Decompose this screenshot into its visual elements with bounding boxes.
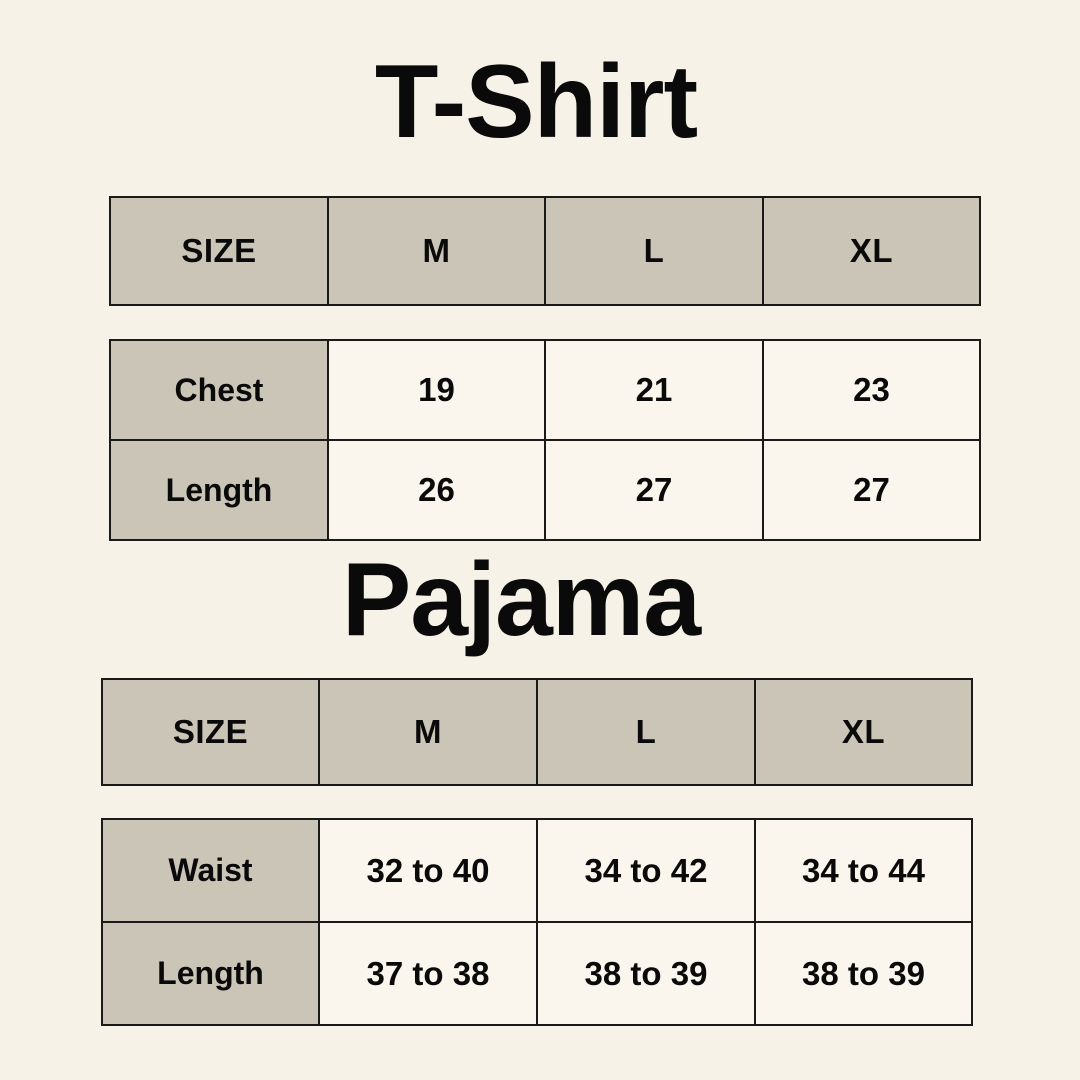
tshirt-row-label-length: Length <box>109 439 329 541</box>
tshirt-chest-m: 19 <box>327 339 546 441</box>
tshirt-header-table: SIZE M L XL <box>109 196 981 306</box>
pajama-row-label-length: Length <box>101 921 320 1026</box>
pajama-header-table: SIZE M L XL <box>101 678 973 786</box>
pajama-data-table: Waist 32 to 40 34 to 42 34 to 44 Length … <box>101 818 973 1026</box>
pajama-length-m: 37 to 38 <box>318 921 538 1026</box>
tshirt-chest-xl: 23 <box>762 339 981 441</box>
tshirt-length-xl: 27 <box>762 439 981 541</box>
table-row: Length 26 27 27 <box>109 439 981 541</box>
tshirt-data-table: Chest 19 21 23 Length 26 27 27 <box>109 339 981 541</box>
table-row: Length 37 to 38 38 to 39 38 to 39 <box>101 921 973 1026</box>
section-title-pajama: Pajama <box>341 542 701 658</box>
pajama-waist-l: 34 to 42 <box>536 818 756 923</box>
tshirt-header-size: SIZE <box>109 196 329 306</box>
pajama-header-l: L <box>536 678 756 786</box>
pajama-waist-m: 32 to 40 <box>318 818 538 923</box>
pajama-waist-xl: 34 to 44 <box>754 818 973 923</box>
table-row: Waist 32 to 40 34 to 42 34 to 44 <box>101 818 973 923</box>
tshirt-chest-l: 21 <box>544 339 764 441</box>
table-row: SIZE M L XL <box>109 196 981 306</box>
tshirt-length-l: 27 <box>544 439 764 541</box>
pajama-header-xl: XL <box>754 678 973 786</box>
tshirt-header-l: L <box>544 196 764 306</box>
tshirt-header-xl: XL <box>762 196 981 306</box>
pajama-length-xl: 38 to 39 <box>754 921 973 1026</box>
table-row: SIZE M L XL <box>101 678 973 786</box>
section-title-tshirt: T-Shirt <box>374 44 698 160</box>
tshirt-row-label-chest: Chest <box>109 339 329 441</box>
table-row: Chest 19 21 23 <box>109 339 981 441</box>
pajama-header-m: M <box>318 678 538 786</box>
tshirt-header-m: M <box>327 196 546 306</box>
tshirt-length-m: 26 <box>327 439 546 541</box>
pajama-row-label-waist: Waist <box>101 818 320 923</box>
pajama-length-l: 38 to 39 <box>536 921 756 1026</box>
pajama-header-size: SIZE <box>101 678 320 786</box>
